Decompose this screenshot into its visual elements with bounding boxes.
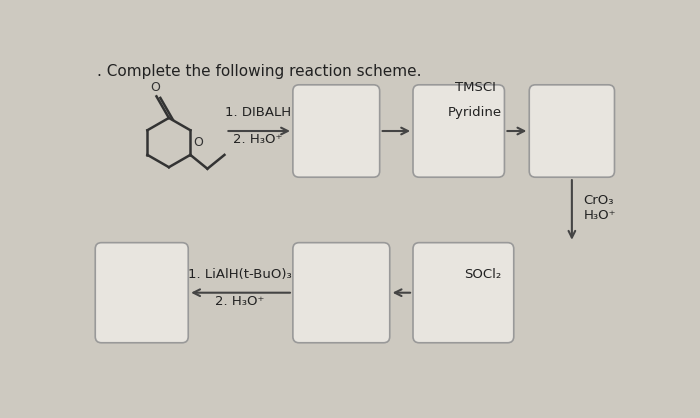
FancyBboxPatch shape xyxy=(529,85,615,177)
Text: 1. DIBALH: 1. DIBALH xyxy=(225,107,291,120)
Text: O: O xyxy=(150,81,160,94)
FancyBboxPatch shape xyxy=(293,243,390,343)
Text: 2. H₃O⁺: 2. H₃O⁺ xyxy=(233,133,283,146)
Text: H₃O⁺: H₃O⁺ xyxy=(584,209,616,222)
Text: 2. H₃O⁺: 2. H₃O⁺ xyxy=(216,295,265,308)
Text: O: O xyxy=(193,136,203,149)
Text: CrO₃: CrO₃ xyxy=(584,194,614,207)
Text: TMSCI: TMSCI xyxy=(454,81,496,94)
Text: . Complete the following reaction scheme.: . Complete the following reaction scheme… xyxy=(97,64,421,79)
FancyBboxPatch shape xyxy=(413,85,505,177)
FancyBboxPatch shape xyxy=(95,243,188,343)
Text: SOCl₂: SOCl₂ xyxy=(464,268,501,281)
Text: 1. LiAlH(t-BuO)₃: 1. LiAlH(t-BuO)₃ xyxy=(188,268,292,281)
Text: Pyridine: Pyridine xyxy=(448,106,502,120)
FancyBboxPatch shape xyxy=(293,85,379,177)
FancyBboxPatch shape xyxy=(413,243,514,343)
